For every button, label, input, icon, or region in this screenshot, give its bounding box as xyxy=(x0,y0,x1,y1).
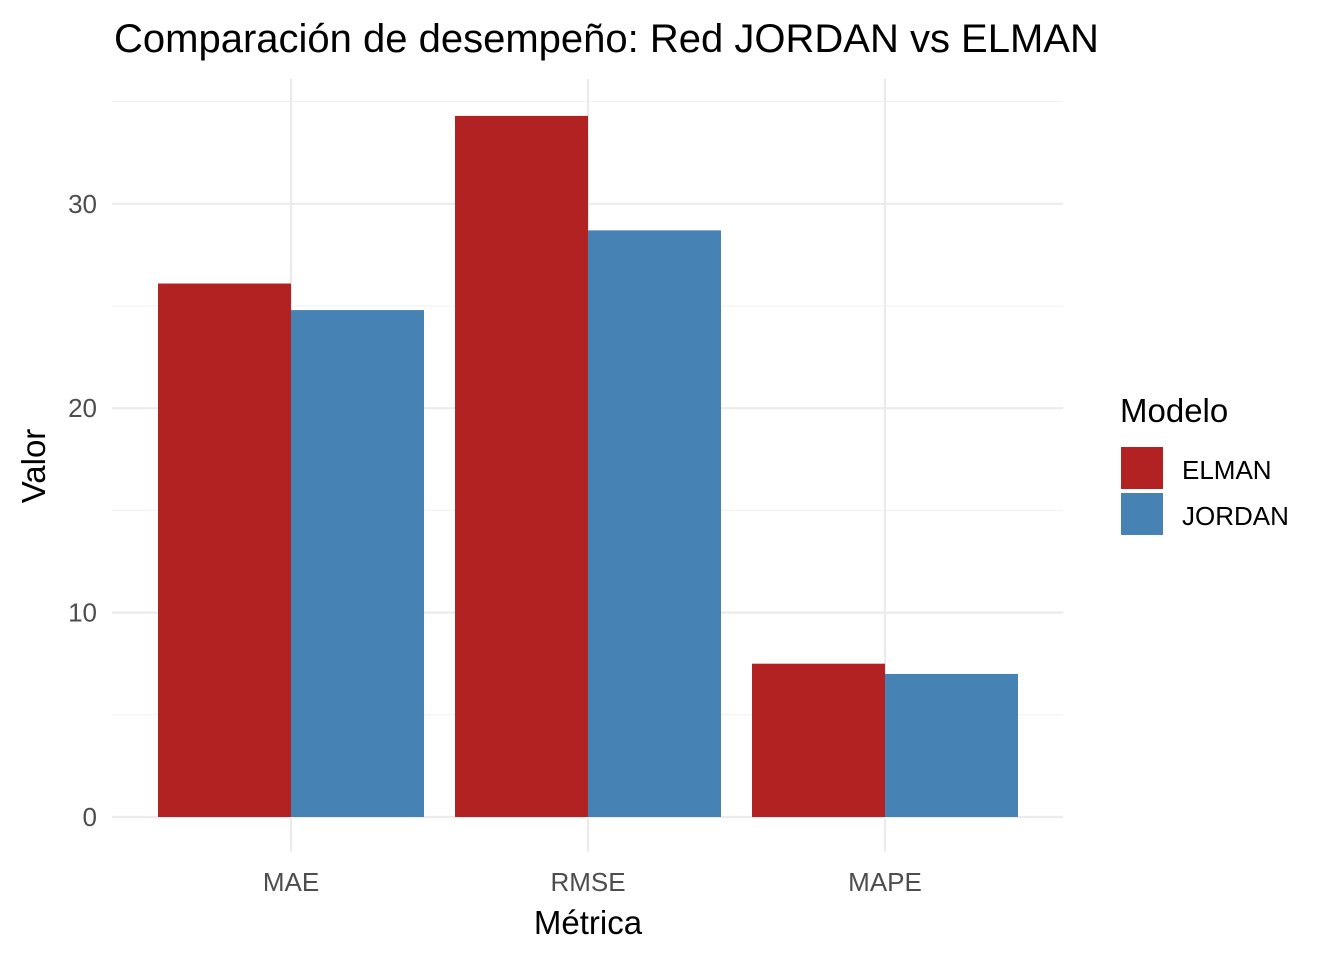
bars xyxy=(158,115,1018,817)
bar-jordan-mae xyxy=(291,310,424,817)
x-tick-label: MAPE xyxy=(848,867,922,897)
y-axis-ticks: 0 10 20 30 xyxy=(68,189,97,832)
legend-swatch-elman xyxy=(1121,447,1163,489)
bar-elman-rmse xyxy=(455,115,588,817)
legend-swatch-jordan xyxy=(1121,493,1163,535)
bar-elman-mape xyxy=(752,663,885,817)
legend-label-jordan: JORDAN xyxy=(1182,501,1289,531)
legend-label-elman: ELMAN xyxy=(1182,455,1272,485)
x-axis-ticks: MAE RMSE MAPE xyxy=(263,867,922,897)
bar-elman-mae xyxy=(158,283,291,817)
bar-jordan-mape xyxy=(885,673,1018,817)
y-tick-label: 0 xyxy=(83,802,97,832)
x-tick-label: RMSE xyxy=(550,867,625,897)
y-tick-label: 20 xyxy=(68,393,97,423)
y-axis-title: Valor xyxy=(15,429,52,504)
x-tick-label: MAE xyxy=(263,867,319,897)
x-axis-title: Métrica xyxy=(534,904,643,941)
legend-title: Modelo xyxy=(1120,392,1228,429)
chart-title: Comparación de desempeño: Red JORDAN vs … xyxy=(114,17,1099,61)
legend: Modelo ELMAN JORDAN xyxy=(1120,392,1289,535)
y-tick-label: 30 xyxy=(68,189,97,219)
y-tick-label: 10 xyxy=(68,598,97,628)
bar-jordan-rmse xyxy=(588,230,721,817)
